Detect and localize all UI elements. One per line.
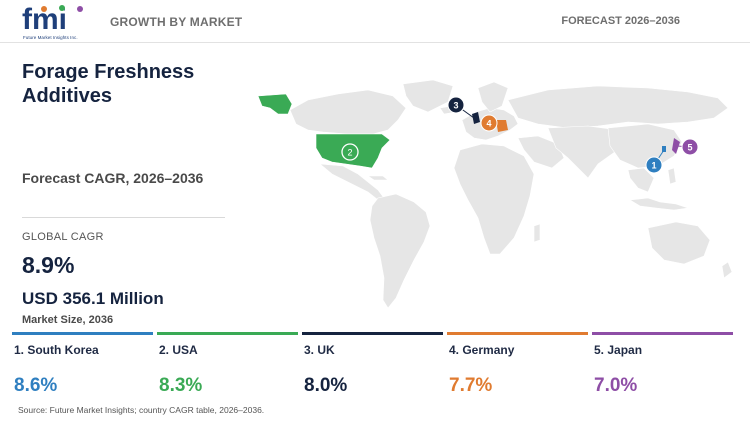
usa-region: [315, 133, 391, 169]
global-cagr-value: 8.9%: [22, 252, 75, 278]
forecast-label: Forecast CAGR, 2026–2036: [22, 170, 204, 186]
global-cagr-label: GLOBAL CAGR: [22, 231, 104, 243]
country-cagr: 8.3%: [159, 375, 203, 396]
svg-text:3: 3: [453, 101, 458, 111]
country-name: 1. South Korea: [14, 343, 99, 357]
map-land: [289, 79, 733, 309]
country-cagr: 8.0%: [304, 375, 348, 396]
country-card-south-korea[interactable]: 1. South Korea 8.6%: [12, 332, 153, 402]
header-section-label: GROWTH BY MARKET: [110, 15, 243, 29]
marker-rank-2[interactable]: 2: [341, 143, 359, 161]
country-name: 3. UK: [304, 343, 335, 357]
svg-text:4: 4: [486, 119, 491, 129]
country-card-uk[interactable]: 3. UK 8.0%: [302, 332, 443, 402]
card-accent-bar: [447, 332, 588, 335]
marker-rank-3[interactable]: 3: [447, 96, 465, 114]
svg-text:1: 1: [651, 161, 656, 171]
country-name: 5. Japan: [594, 343, 643, 357]
company-logo[interactable]: fmi Future Market Insights Inc.: [22, 4, 92, 46]
source-note: Source: Future Market Insights; country …: [18, 405, 265, 415]
country-name: 4. Germany: [449, 343, 515, 357]
country-card-japan[interactable]: 5. Japan 7.0%: [592, 332, 733, 402]
svg-text:2: 2: [347, 148, 352, 158]
marker-rank-1[interactable]: 1: [645, 156, 663, 174]
card-accent-bar: [157, 332, 298, 335]
uk-region: [472, 112, 480, 124]
country-name: 2. USA: [159, 343, 198, 357]
japan-region: [672, 138, 680, 154]
country-card-germany[interactable]: 4. Germany 7.7%: [447, 332, 588, 402]
market-size-label: Market Size, 2036: [22, 314, 114, 326]
card-accent-bar: [302, 332, 443, 335]
svg-text:5: 5: [687, 143, 692, 153]
card-accent-bar: [592, 332, 733, 335]
card-accent-bar: [12, 332, 153, 335]
country-cagr: 7.0%: [594, 375, 638, 396]
report-title: Forage Freshness Additives: [22, 61, 195, 107]
country-cagr: 7.7%: [449, 375, 493, 396]
alaska-region: [257, 93, 293, 115]
header-bar: fmi Future Market Insights Inc. GROWTH B…: [0, 0, 750, 43]
marker-rank-4[interactable]: 4: [480, 114, 498, 132]
logo-mark: fmi: [22, 4, 83, 34]
market-size-value: USD 356.1 Million: [22, 289, 164, 308]
country-card-usa[interactable]: 2. USA 8.3%: [157, 332, 298, 402]
divider: [22, 217, 225, 218]
marker-rank-5[interactable]: 5: [681, 138, 699, 156]
logo-tagline: Future Market Insights Inc.: [23, 35, 78, 40]
header-period-label: FORECAST 2026–2036: [561, 15, 680, 27]
country-cagr: 8.6%: [14, 375, 58, 396]
country-cards: 1. South Korea 8.6% 2. USA 8.3% 3. UK 8.…: [12, 332, 750, 402]
germany-region: [496, 120, 508, 132]
south-korea-region: [662, 146, 666, 152]
world-map: 2 3 4 1 5: [257, 79, 733, 309]
